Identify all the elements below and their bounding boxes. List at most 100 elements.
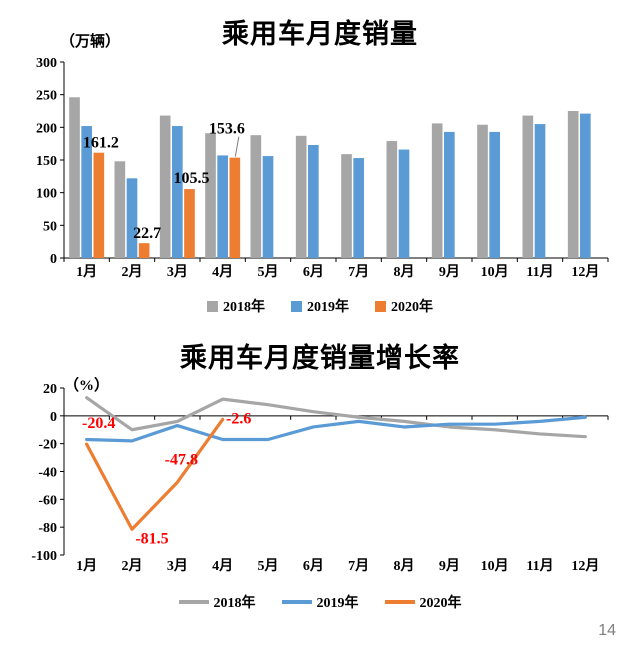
growth-line-chart: -100 -80 -60 -40 -20 0 20 1月 2月 3月 4月 5月 6月 7月 8月 9月 10月… (31, 382, 609, 574)
bar-2019年-8月 (398, 149, 410, 258)
y-tick-label: -80 (38, 521, 57, 536)
line-2018年 (85, 396, 587, 439)
bar-2018年-11月 (522, 115, 534, 258)
x-tick-label: 3月 (167, 558, 188, 574)
sales-chart-legend: 2018年 2019年 2020年 (0, 296, 640, 316)
legend-item-2019年: 2019年 (281, 592, 359, 612)
legend-label: 2018年 (223, 300, 265, 315)
legend-label: 2019年 (316, 596, 359, 611)
bar-2018年-7月 (341, 154, 352, 258)
data-label: 105.5 (173, 170, 209, 187)
data-label: -2.6 (226, 410, 251, 427)
bar-2020年-4月 (229, 157, 241, 258)
data-label: 153.6 (209, 121, 245, 138)
legend-label: 2020年 (391, 300, 433, 315)
y-tick-label: -20 (38, 438, 57, 453)
legend-item-2020年: 2020年 (375, 296, 433, 316)
x-tick-label: 12月 (571, 264, 599, 280)
line-2019年 (85, 415, 587, 443)
x-tick-label: 2月 (122, 264, 143, 280)
x-tick-label: 11月 (526, 558, 553, 574)
x-tick-label: 5月 (258, 558, 279, 574)
x-tick-label: 8月 (394, 558, 415, 574)
legend-item-2019年: 2019年 (291, 296, 349, 316)
line-2020年 (85, 417, 225, 531)
bar-2018年-5月 (250, 135, 262, 258)
x-tick-label: 9月 (439, 558, 460, 574)
x-tick-label: 3月 (167, 264, 188, 280)
growth-chart-legend: 2018年 2019年 2020年 (0, 592, 640, 612)
x-tick-label: 12月 (571, 558, 599, 574)
data-label: 161.2 (83, 135, 119, 152)
sales-chart-block: 乘用车月度销量 0 50 100 150 200 250 300 1月 2月 3月 4月 5月 6月 7月… (0, 14, 640, 316)
data-label: -81.5 (135, 530, 168, 547)
bar-2018年-6月 (295, 135, 307, 258)
bar-2020年-3月 (184, 189, 195, 258)
x-tick-label: 1月 (76, 558, 97, 574)
y-tick-label: 250 (36, 89, 57, 104)
bar-2019年-7月 (353, 158, 364, 258)
bar-2019年-4月 (217, 155, 228, 258)
y-tick-label: 20 (43, 382, 57, 397)
x-tick-label: 2月 (122, 558, 143, 574)
data-label: 22.7 (133, 225, 161, 242)
data-label: -20.4 (82, 415, 115, 432)
legend-label: 2018年 (213, 596, 256, 611)
growth-chart-title: 乘用车月度销量增长率 (180, 343, 460, 373)
bar-2020年-1月 (93, 152, 105, 258)
x-tick-label: 11月 (526, 264, 553, 280)
legend-item-2018年: 2018年 (207, 296, 265, 316)
bar-2019年-3月 (172, 126, 183, 258)
bar-2018年-1月 (69, 97, 80, 258)
bar-2019年-11月 (534, 124, 546, 258)
x-tick-label: 4月 (212, 264, 233, 280)
legend-swatch-2018年 (207, 300, 218, 312)
sales-bar-chart: 0 50 100 150 200 250 300 1月 2月 3月 4月 5月 6月 7月 8月 9月 10月 1… (36, 56, 609, 280)
bar-2019年-6月 (308, 144, 319, 258)
bar-2019年-5月 (262, 156, 274, 258)
legend-item-2018年: 2018年 (178, 592, 256, 612)
y-tick-label: -40 (38, 466, 57, 481)
bar-2018年-3月 (159, 115, 171, 258)
y-tick-label: 0 (50, 252, 57, 267)
y-tick-label: 0 (50, 410, 57, 425)
x-tick-label: 5月 (258, 264, 279, 280)
sales-unit-label: （万辆） (60, 34, 121, 50)
legend-swatch-2020年 (375, 300, 386, 312)
legend-swatch-2019年 (281, 600, 312, 604)
x-tick-label: 6月 (303, 558, 324, 574)
x-tick-label: 4月 (212, 558, 233, 574)
bar-2018年-8月 (386, 141, 398, 258)
x-tick-label: 7月 (348, 558, 369, 574)
bar-2019年-9月 (444, 131, 455, 258)
x-tick-label: 10月 (481, 558, 509, 574)
bar-2019年-12月 (580, 113, 591, 258)
y-tick-label: -60 (38, 493, 57, 508)
bar-2018年-9月 (431, 123, 443, 258)
legend-swatch-2019年 (291, 300, 302, 312)
legend-label: 2020年 (419, 596, 462, 611)
x-tick-label: 6月 (303, 264, 324, 280)
x-tick-label: 1月 (76, 264, 97, 280)
x-tick-label: 10月 (481, 264, 509, 280)
sales-chart-title: 乘用车月度销量 (222, 19, 418, 49)
legend-swatch-2018年 (178, 600, 209, 604)
legend-label: 2019年 (307, 300, 349, 315)
bar-2019年-10月 (489, 131, 500, 258)
data-label: -47.8 (165, 451, 198, 468)
label-leader-line (234, 136, 240, 157)
bar-2020年-2月 (138, 243, 150, 258)
x-tick-label: 8月 (394, 264, 415, 280)
bar-2019年-1月 (81, 126, 92, 258)
bar-2018年-10月 (477, 124, 488, 258)
y-tick-label: 50 (43, 219, 57, 234)
bar-2018年-2月 (114, 161, 126, 258)
y-tick-label: 300 (36, 56, 57, 71)
growth-unit-label: （%） (64, 378, 110, 394)
bar-2019年-2月 (126, 178, 138, 258)
page-number: 14 (598, 622, 616, 639)
legend-swatch-2020年 (384, 600, 415, 604)
growth-chart-block: 乘用车月度销量增长率 -100 -80 -60 -40 -20 0 20 1月 2月 3月 4月 5月… (0, 338, 640, 612)
y-tick-label: 200 (36, 121, 57, 136)
